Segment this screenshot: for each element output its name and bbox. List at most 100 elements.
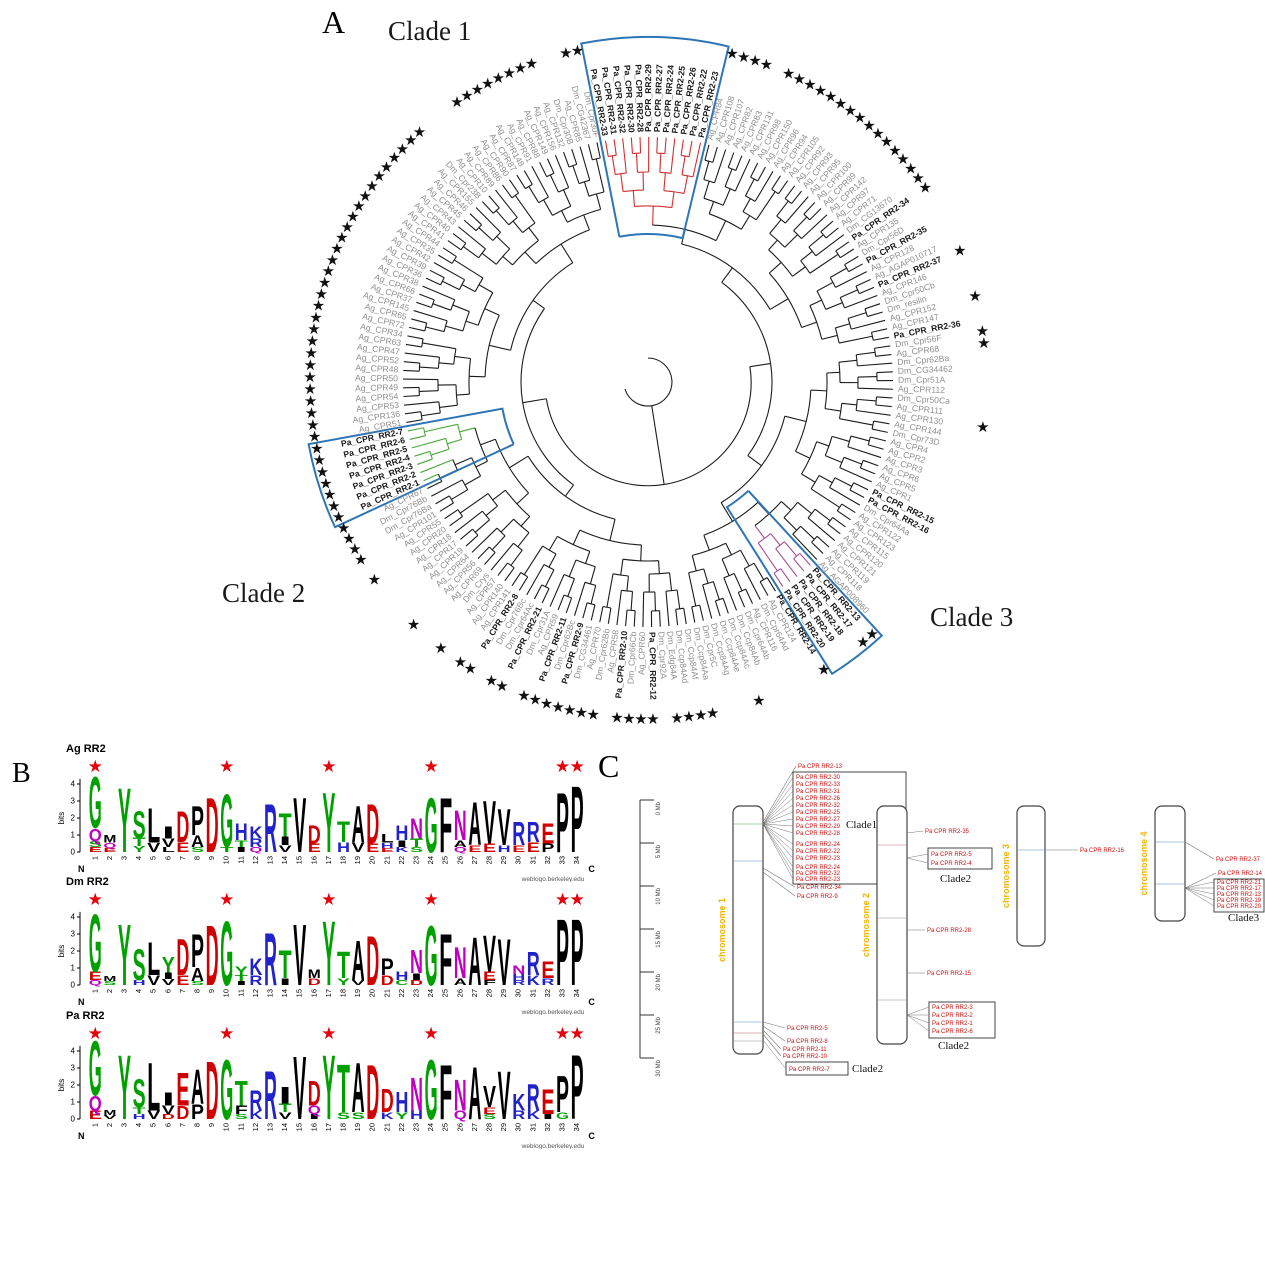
logo-letter: I	[162, 1089, 175, 1110]
logo-x-tick: 14	[280, 989, 289, 997]
logo-letter: Y	[118, 1037, 131, 1139]
red-star-icon: ★	[219, 890, 234, 909]
logo-x-tick: 26	[455, 856, 464, 864]
logo-x-tick: 8	[193, 1123, 202, 1127]
star-icon: ★	[303, 381, 316, 398]
star-icon: ★	[460, 87, 473, 104]
star-icon: ★	[305, 405, 318, 422]
logo-letter: G	[89, 1027, 102, 1113]
logo-x-tick: 5	[149, 1123, 158, 1127]
logo-letter: Y	[322, 903, 335, 1005]
chromosome-bar	[732, 805, 764, 1055]
logo-letter: N	[454, 803, 467, 850]
logo-x-tick: 2	[105, 989, 114, 993]
logo-letter: R	[249, 972, 263, 988]
logo-letter: P	[191, 798, 204, 844]
logo-letter: S	[89, 840, 102, 849]
logo-x-tick: 5	[149, 856, 158, 860]
logo-letter: E	[308, 842, 321, 855]
chromosome-label: chromosome 1	[717, 898, 727, 962]
star-icon: ★	[396, 141, 409, 158]
logo-letter: K	[527, 1109, 540, 1122]
star-icon: ★	[485, 672, 498, 689]
star-icon: ★	[514, 60, 527, 77]
logo-x-tick: 11	[236, 1123, 245, 1131]
logo-letter: P	[191, 924, 204, 977]
logo-letter: S	[103, 980, 116, 986]
logo-letter: G	[89, 763, 102, 845]
star-icon: ★	[450, 94, 463, 111]
star-icon: ★	[682, 708, 695, 725]
logo-letter: T	[337, 946, 350, 987]
logo-y-tick: 3	[71, 797, 76, 806]
logo-letter: A	[454, 839, 467, 849]
logo-n-label: N	[78, 864, 85, 874]
logo-x-tick: 29	[499, 1123, 508, 1131]
logo-letter: E	[381, 847, 394, 853]
red-star-icon: ★	[423, 890, 438, 909]
logo-letter: V	[162, 978, 176, 987]
logo-y-tick: 2	[71, 814, 76, 823]
logo-x-tick: 3	[120, 989, 129, 993]
star-icon: ★	[434, 640, 447, 657]
logo-x-tick: 3	[120, 856, 129, 860]
gene-label: Pa CPR RR2-23	[796, 877, 841, 883]
logo-letter: E	[527, 839, 540, 855]
logo-letter: Q	[454, 846, 467, 854]
logo-letter: Y	[118, 770, 131, 872]
logo-y-tick: 3	[71, 930, 76, 939]
logo-letter: R	[512, 979, 525, 987]
star-icon: ★	[304, 357, 317, 374]
logo-letter: P	[556, 1066, 569, 1124]
logo-y-axis-label: bits	[57, 812, 66, 824]
red-star-icon: ★	[321, 890, 336, 909]
logo-letter: S	[352, 1111, 365, 1121]
gene-label: Pa CPR RR2-15	[927, 971, 972, 977]
logo-letter: E	[483, 970, 496, 983]
clade1-label: Clade 1	[388, 16, 472, 46]
logo-x-tick: 19	[353, 1123, 362, 1131]
gene-label: Pa CPR RR2-22	[796, 849, 841, 855]
logo-x-tick: 33	[558, 1123, 567, 1131]
star-icon: ★	[814, 82, 827, 99]
logo-letter: H	[381, 842, 394, 850]
star-icon: ★	[817, 662, 830, 679]
star-icon: ★	[309, 309, 322, 326]
star-icon: ★	[322, 263, 335, 280]
logo-letter: T	[279, 941, 292, 987]
logo-x-tick: 23	[412, 1123, 421, 1131]
logo-x-tick: 24	[426, 989, 435, 997]
logo-letter: K	[249, 953, 262, 980]
logo-letter: Q	[103, 842, 116, 850]
logo-letter: R	[527, 818, 540, 849]
clade-group-label: Clade1	[846, 819, 877, 831]
clade2-box	[307, 407, 515, 529]
logo-letter: H	[395, 1088, 408, 1119]
logo-x-tick: 16	[309, 1123, 318, 1131]
gene-label: Pa CPR RR2-19	[1217, 898, 1262, 904]
logo-letter: H	[133, 1113, 146, 1121]
logo-x-tick: 32	[543, 856, 552, 864]
star-icon: ★	[407, 617, 420, 634]
star-icon: ★	[358, 188, 371, 205]
logo-letter: E	[483, 1106, 496, 1116]
logo-letter: K	[249, 823, 262, 843]
logo-letter: R	[264, 790, 277, 867]
star-icon: ★	[918, 179, 931, 196]
red-star-icon: ★	[569, 890, 584, 909]
star-icon: ★	[306, 333, 319, 350]
logo-letter: E	[512, 844, 525, 854]
logo-letter: A	[468, 923, 481, 1000]
logo-x-tick: 34	[572, 856, 581, 864]
weblogo-credit: weblogo.berkeley.edu	[521, 876, 585, 882]
logo-letter: H	[337, 839, 350, 855]
star-icon: ★	[492, 70, 505, 87]
tree-tip-label: Pa_CPR_RR2-29	[643, 64, 653, 132]
logo-y-axis-label: bits	[57, 1079, 66, 1091]
star-icon: ★	[737, 49, 750, 66]
logo-letter: I	[235, 980, 248, 986]
logo-x-tick: 12	[251, 1123, 260, 1131]
logo-letter: D	[162, 1113, 175, 1121]
star-icon: ★	[824, 89, 837, 106]
tree-tip-label: Ag_CPR50	[355, 373, 398, 384]
